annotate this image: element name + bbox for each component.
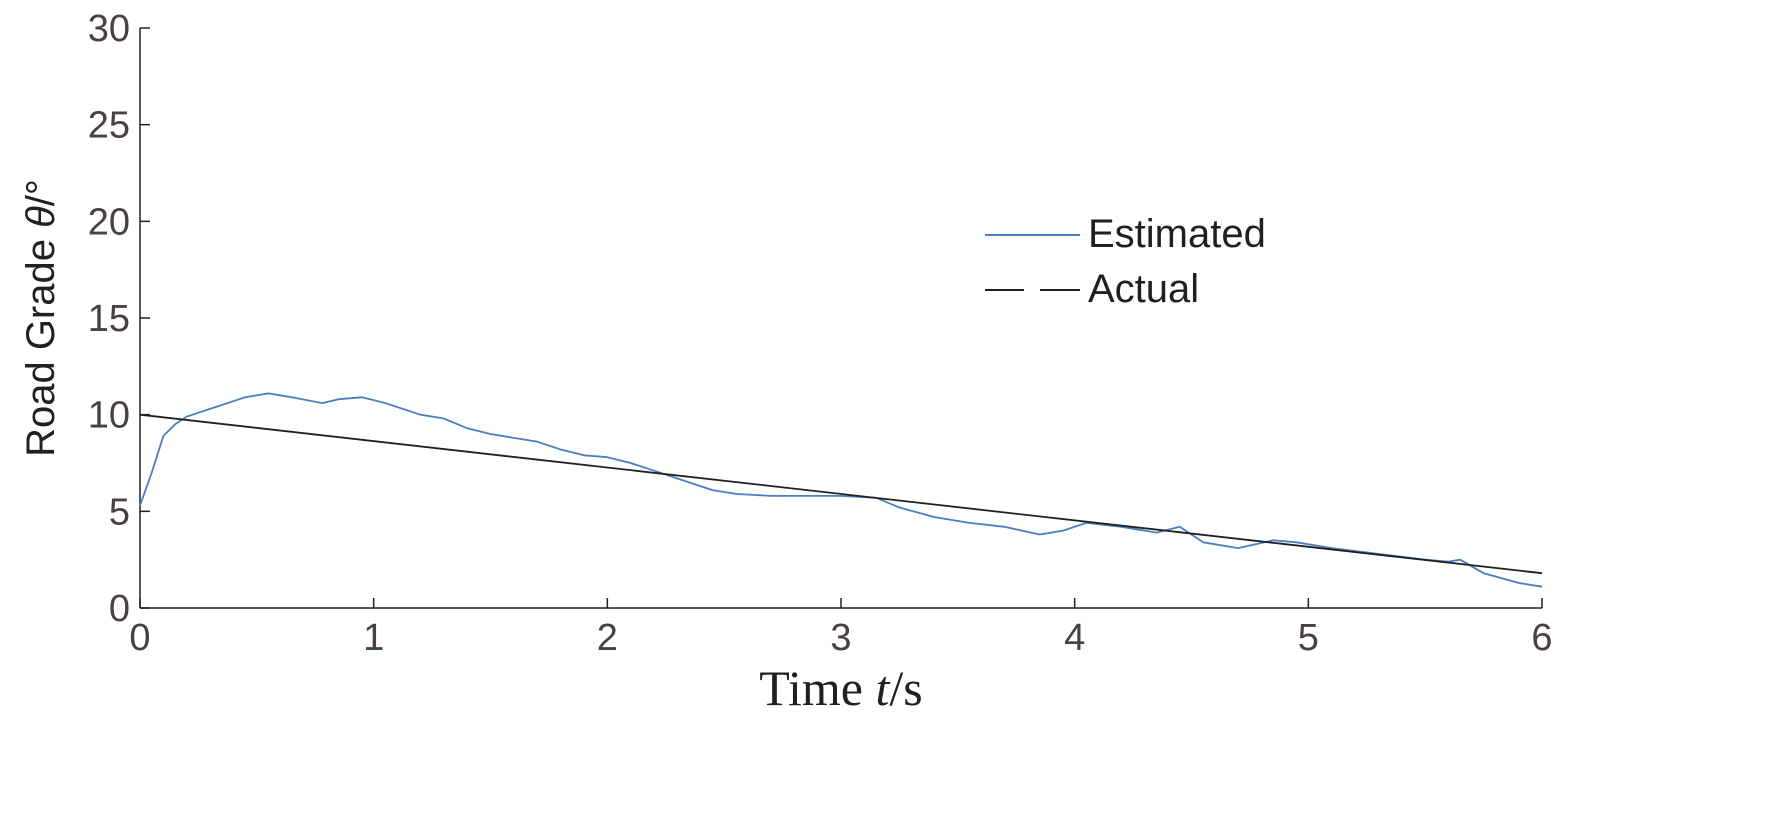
y-tick-label: 5 bbox=[109, 491, 130, 533]
x-tick-label: 2 bbox=[597, 617, 618, 659]
x-axis-title-prefix: Time bbox=[759, 660, 875, 716]
y-tick-label: 25 bbox=[88, 105, 130, 147]
series-layer bbox=[139, 392, 1543, 588]
x-tick-label: 1 bbox=[363, 617, 384, 659]
x-axis-ticks: 0 1 2 3 4 5 6 bbox=[129, 598, 1553, 659]
x-axis-title: Time t/s bbox=[759, 660, 923, 716]
x-tick-label: 0 bbox=[129, 617, 150, 659]
x-tick-label: 5 bbox=[1298, 617, 1319, 659]
legend-label-estimated: Estimated bbox=[1088, 212, 1266, 256]
y-tick-label: 15 bbox=[88, 298, 130, 340]
x-axis-title-unit: /s bbox=[889, 660, 922, 716]
y-axis-title-variable: θ bbox=[19, 206, 63, 228]
series-line-estimated bbox=[139, 392, 1543, 588]
x-tick-label: 6 bbox=[1531, 617, 1552, 659]
y-tick-label: 0 bbox=[109, 588, 130, 630]
x-tick-label: 4 bbox=[1064, 617, 1085, 659]
y-tick-label: 10 bbox=[88, 395, 130, 437]
y-axis-ticks: 0 5 10 15 20 25 30 bbox=[88, 8, 150, 630]
y-axis-title: Road Grade θ/° bbox=[19, 179, 63, 457]
x-tick-label: 3 bbox=[830, 617, 851, 659]
plot-axes bbox=[139, 28, 1542, 609]
y-tick-label: 30 bbox=[88, 8, 130, 50]
y-axis-title-unit: /° bbox=[19, 179, 63, 206]
x-axis-title-variable: t bbox=[876, 660, 891, 716]
y-tick-label: 20 bbox=[88, 201, 130, 243]
y-axis-title-prefix: Road Grade bbox=[19, 228, 63, 457]
series-line-actual bbox=[139, 413, 1543, 575]
legend: Estimated Actual bbox=[985, 212, 1266, 311]
legend-label-actual: Actual bbox=[1088, 267, 1199, 311]
